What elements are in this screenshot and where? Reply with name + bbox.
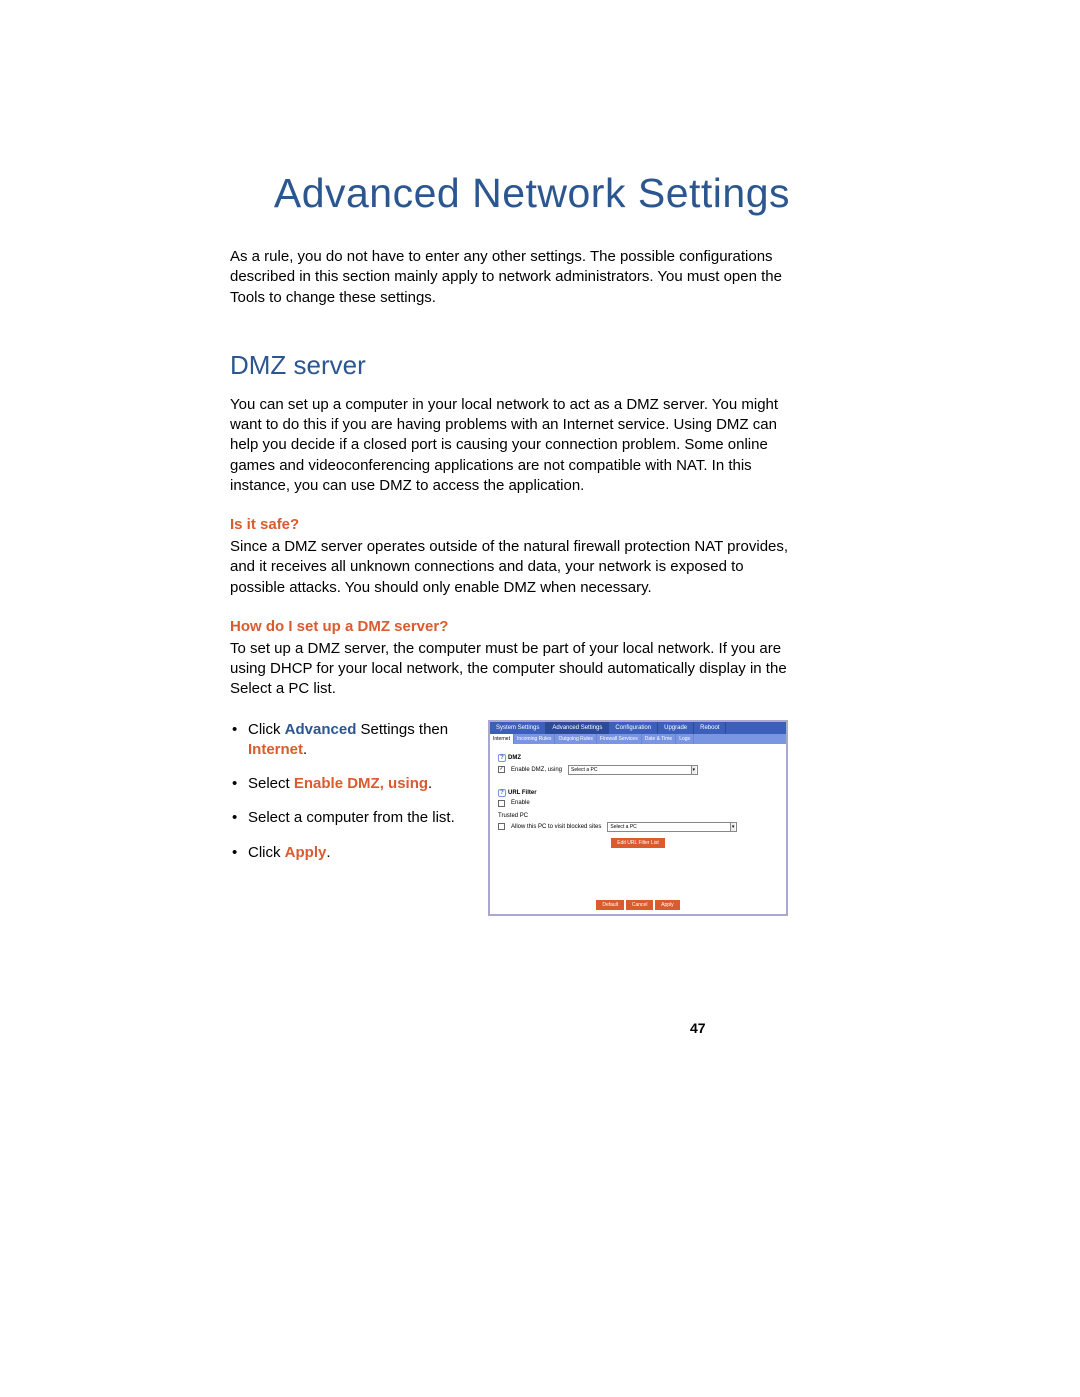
ss-trusted-pc-label: Trusted PC xyxy=(498,813,778,819)
nav2-outgoing[interactable]: Outgoing Rules xyxy=(555,734,596,744)
page-number: 47 xyxy=(690,1020,706,1036)
ss-url-filter-label: ?URL Filter xyxy=(498,789,778,797)
apply-button[interactable]: Apply xyxy=(655,900,680,910)
safe-heading: Is it safe? xyxy=(230,516,790,533)
ss-sub-nav: Internet Incoming Rules Outgoing Rules F… xyxy=(490,734,786,744)
select-pc-1[interactable]: Select a PC xyxy=(568,765,698,775)
enable-urlfilter-checkbox[interactable] xyxy=(498,800,505,807)
step-4: Click Apply. xyxy=(230,843,470,863)
enable-dmz-text: Enable DMZ, using xyxy=(511,767,562,773)
ss-dmz-label: ?DMZ xyxy=(498,754,778,762)
select-pc-2[interactable]: Select a PC xyxy=(607,822,737,832)
kw-internet: Internet xyxy=(248,741,303,758)
enable-dmz-checkbox[interactable]: ✓ xyxy=(498,766,505,773)
dmz-body: You can set up a computer in your local … xyxy=(230,395,790,496)
step-1: Click Advanced Settings then Internet. xyxy=(230,720,470,761)
nav1-upgrade[interactable]: Upgrade xyxy=(658,722,694,734)
intro-paragraph: As a rule, you do not have to enter any … xyxy=(230,247,790,308)
step-3: Select a computer from the list. xyxy=(230,808,470,828)
step-2: Select Enable DMZ, using. xyxy=(230,774,470,794)
edit-url-button[interactable]: Edit URL Filter List xyxy=(611,838,665,848)
allow-pc-checkbox[interactable] xyxy=(498,823,505,830)
enable-text: Enable xyxy=(511,800,530,806)
setup-heading: How do I set up a DMZ server? xyxy=(230,618,790,635)
nav2-logs[interactable]: Logs xyxy=(676,734,694,744)
help-icon[interactable]: ? xyxy=(498,789,506,797)
kw-apply: Apply xyxy=(285,844,327,861)
safe-body: Since a DMZ server operates outside of t… xyxy=(230,537,790,598)
nav2-incoming[interactable]: Incoming Rules xyxy=(514,734,555,744)
nav2-datetime[interactable]: Date & Time xyxy=(642,734,677,744)
ss-top-nav: System Settings Advanced Settings Config… xyxy=(490,722,786,734)
default-button[interactable]: Default xyxy=(596,900,624,910)
help-icon[interactable]: ? xyxy=(498,754,506,762)
nav2-firewall[interactable]: Firewall Services xyxy=(597,734,642,744)
kw-advanced: Advanced xyxy=(285,721,357,738)
cancel-button[interactable]: Cancel xyxy=(626,900,654,910)
kw-enable-dmz: Enable DMZ, using xyxy=(294,775,428,792)
nav2-internet[interactable]: Internet xyxy=(490,734,514,744)
page-title: Advanced Network Settings xyxy=(230,170,790,217)
setup-body: To set up a DMZ server, the computer mus… xyxy=(230,639,790,700)
allow-pc-text: Allow this PC to visit blocked sites xyxy=(511,824,601,830)
nav1-config[interactable]: Configuration xyxy=(609,722,658,734)
router-ui-screenshot: System Settings Advanced Settings Config… xyxy=(488,720,788,916)
nav1-advanced[interactable]: Advanced Settings xyxy=(546,722,609,734)
nav1-system[interactable]: System Settings xyxy=(490,722,546,734)
nav1-reboot[interactable]: Reboot xyxy=(694,722,726,734)
dmz-heading: DMZ server xyxy=(230,350,790,381)
instruction-list: Click Advanced Settings then Internet. S… xyxy=(230,720,470,877)
